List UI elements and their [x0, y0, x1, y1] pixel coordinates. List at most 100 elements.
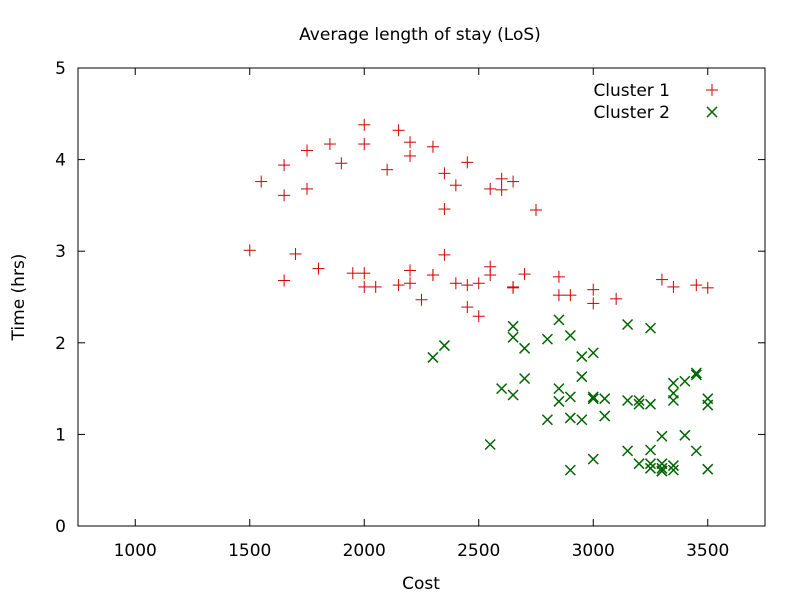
x-tick: 2000	[343, 68, 386, 561]
x-tick-label: 1500	[228, 541, 271, 561]
data-point	[690, 369, 702, 381]
data-point	[301, 182, 313, 195]
data-point	[438, 248, 451, 261]
data-point	[633, 398, 645, 410]
data-point	[495, 183, 508, 196]
data-point	[438, 203, 451, 216]
x-tick-label: 2500	[457, 541, 500, 561]
data-point	[564, 412, 576, 424]
data-point	[323, 138, 336, 151]
data-point	[484, 269, 497, 282]
x-tick: 1500	[228, 68, 271, 561]
data-point	[599, 393, 611, 405]
series-cluster-1	[243, 118, 714, 323]
data-point	[541, 414, 553, 426]
data-point	[655, 273, 668, 286]
data-point	[519, 372, 531, 385]
data-point	[644, 444, 657, 456]
data-point	[461, 156, 474, 169]
data-point	[358, 280, 371, 293]
y-tick: 1	[55, 425, 765, 445]
data-point	[576, 351, 588, 363]
data-point	[553, 383, 565, 395]
x-tick-label: 3000	[572, 541, 615, 561]
data-point	[518, 268, 531, 281]
y-tick: 5	[55, 59, 765, 79]
plot-frame	[77, 67, 766, 527]
y-tick: 2	[55, 334, 765, 354]
data-point	[346, 267, 359, 280]
legend-marker-cluster-1	[706, 84, 718, 96]
data-point	[438, 167, 451, 180]
y-tick-label: 3	[55, 242, 66, 262]
data-point	[599, 410, 611, 422]
data-point	[312, 262, 325, 275]
data-point	[472, 277, 485, 290]
x-tick-label: 2000	[343, 541, 386, 561]
data-point	[369, 280, 382, 293]
data-point	[702, 399, 714, 411]
legend-marker-cluster-2	[706, 106, 718, 118]
data-point	[426, 140, 439, 153]
data-point	[404, 136, 417, 149]
data-point	[610, 292, 623, 305]
x-tick-label: 1000	[114, 541, 157, 561]
data-point	[690, 445, 702, 457]
x-tick: 3500	[686, 68, 729, 561]
data-point	[358, 138, 371, 151]
data-point	[507, 331, 519, 343]
y-axis-label: Time (hrs)	[9, 254, 29, 342]
data-point	[426, 269, 439, 282]
y-tick: 4	[55, 151, 765, 171]
data-point	[679, 375, 691, 387]
data-point	[358, 118, 371, 131]
data-point	[667, 460, 679, 472]
data-point	[392, 279, 405, 292]
data-point	[633, 458, 645, 470]
data-point	[243, 244, 256, 257]
data-point	[404, 149, 417, 162]
data-point	[622, 445, 634, 457]
data-point	[564, 289, 577, 302]
data-point	[519, 342, 531, 354]
data-point	[552, 289, 565, 302]
data-point	[564, 464, 576, 476]
data-point	[461, 301, 474, 314]
data-point	[255, 175, 268, 188]
data-point	[507, 320, 519, 332]
data-point	[587, 391, 599, 403]
data-point	[679, 429, 691, 441]
data-point	[507, 389, 519, 401]
data-point	[656, 430, 668, 442]
data-point	[587, 393, 599, 405]
data-point	[381, 163, 394, 176]
data-points	[243, 118, 714, 477]
data-point	[335, 157, 348, 170]
data-point	[644, 322, 657, 334]
chart-title: Average length of stay (LoS)	[299, 25, 541, 45]
data-point	[484, 182, 497, 195]
data-point	[553, 314, 565, 326]
data-point	[301, 144, 313, 157]
data-point	[472, 310, 485, 323]
data-point	[484, 438, 496, 451]
data-point	[427, 351, 439, 363]
data-point	[576, 371, 588, 383]
data-point	[644, 462, 657, 474]
data-point	[289, 247, 302, 260]
data-point	[656, 465, 668, 477]
data-point	[495, 172, 508, 185]
data-point	[449, 277, 462, 290]
data-point	[392, 124, 405, 137]
x-tick: 3000	[572, 68, 615, 561]
data-point	[656, 462, 668, 474]
data-point	[552, 270, 565, 283]
data-point	[667, 464, 679, 476]
series-cluster-2	[427, 314, 714, 477]
data-point	[587, 283, 600, 296]
data-point	[507, 175, 520, 188]
data-point	[667, 394, 679, 407]
y-tick: 3	[55, 242, 765, 262]
axis-ticks: 1000 1500 2000 2500 3000 3500 0 1 2 3 4 5	[55, 59, 765, 561]
y-tick-label: 1	[55, 425, 66, 445]
